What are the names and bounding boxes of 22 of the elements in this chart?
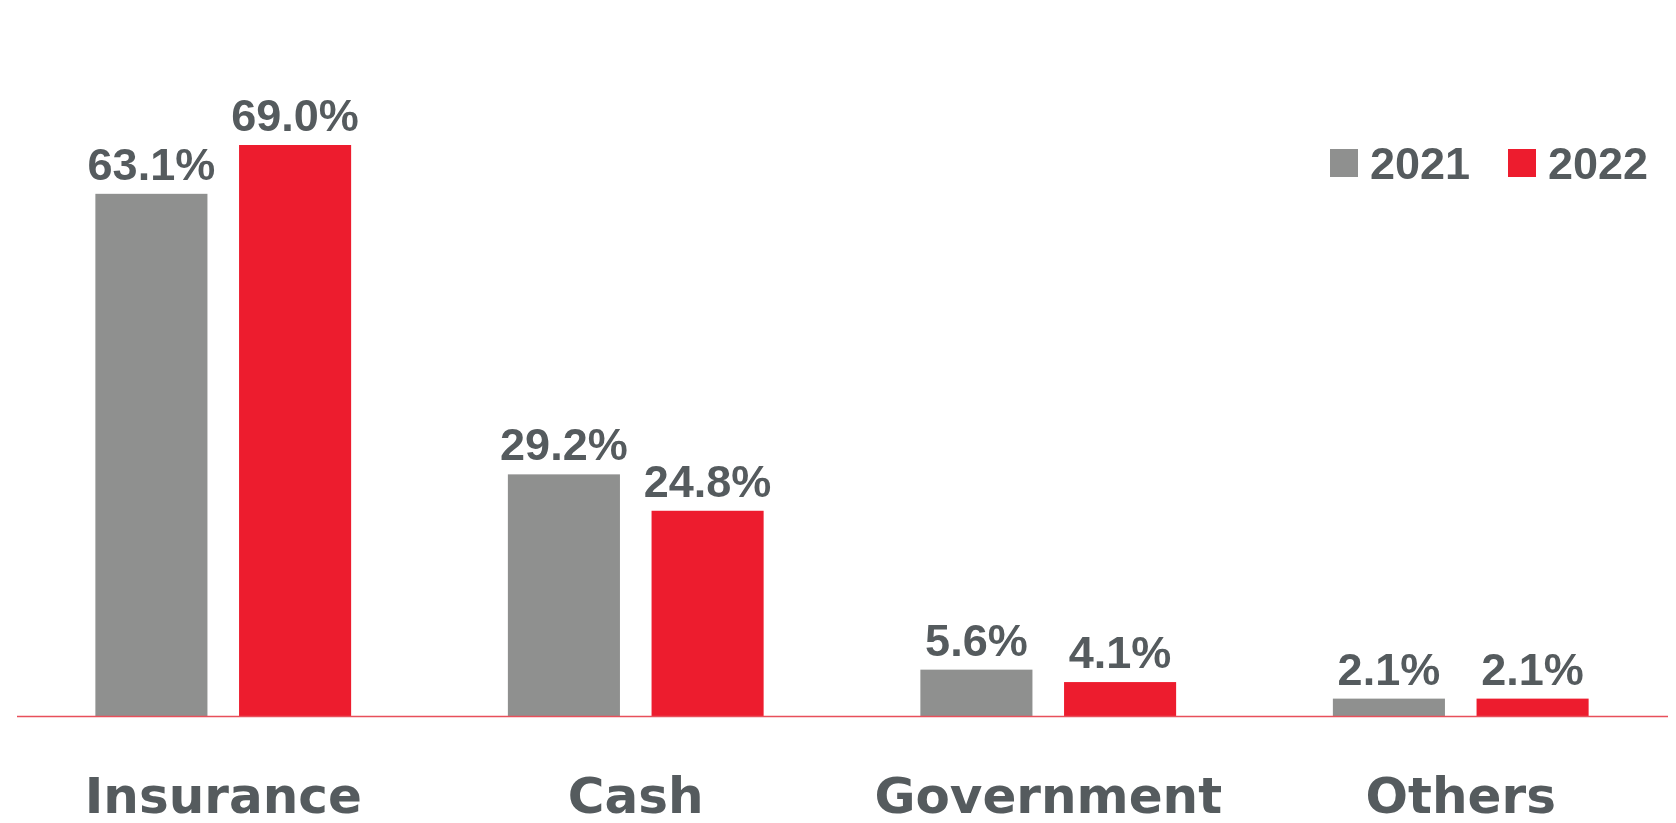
x-tick-label: Government (874, 767, 1223, 823)
data-label: 63.1% (87, 138, 216, 190)
x-tick-label: Insurance (84, 767, 362, 823)
x-tick-label: Cash (567, 767, 704, 823)
legend-label: 2022 (1548, 138, 1649, 189)
bar (920, 669, 1033, 716)
data-label: 69.0% (231, 90, 359, 141)
x-tick-label: Others (1365, 767, 1556, 823)
data-label: 4.1% (1068, 627, 1172, 679)
data-label: 29.2% (500, 419, 628, 471)
bar (1064, 682, 1177, 716)
data-label: 2.1% (1481, 643, 1584, 695)
legend-label: 2021 (1370, 138, 1471, 189)
bar (651, 510, 764, 716)
data-label: 24.8% (643, 455, 772, 507)
bar (95, 193, 208, 716)
bar (507, 474, 620, 716)
bar (239, 145, 352, 716)
data-label: 2.1% (1337, 643, 1441, 695)
bar (1476, 698, 1589, 716)
data-label: 5.6% (925, 614, 1028, 666)
bar (1332, 698, 1445, 716)
